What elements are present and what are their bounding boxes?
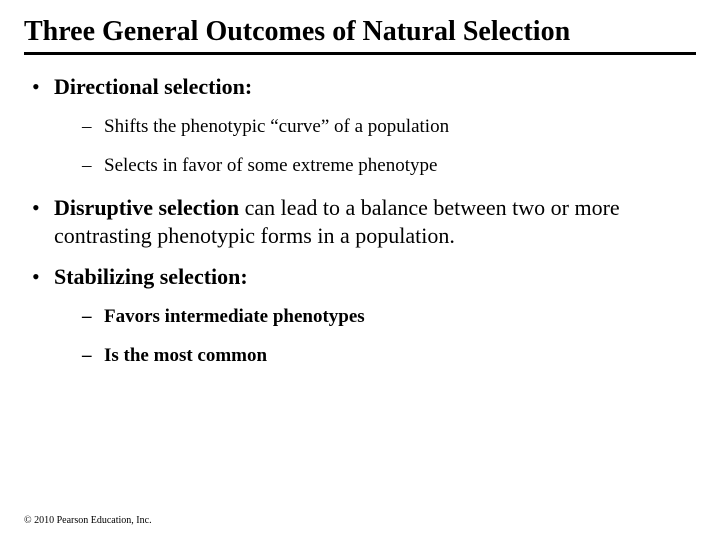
slide: Three General Outcomes of Natural Select… [0,0,720,540]
sub-favors-intermediate: Favors intermediate phenotypes [82,305,696,329]
bullet-list: Directional selection: Shifts the phenot… [24,73,696,368]
bullet-disruptive: Disruptive selection can lead to a balan… [32,194,696,249]
bullet-stabilizing: Stabilizing selection: Favors intermedia… [32,263,696,368]
sub-shifts-curve: Shifts the phenotypic “curve” of a popul… [82,115,696,139]
sublist-directional: Shifts the phenotypic “curve” of a popul… [54,115,696,179]
sub-most-common: Is the most common [82,344,696,368]
copyright-footer: © 2010 Pearson Education, Inc. [24,515,152,526]
bullet-disruptive-bold: Disruptive selection [54,195,239,220]
bullet-directional-label: Directional selection: [54,74,252,99]
bullet-directional: Directional selection: Shifts the phenot… [32,73,696,178]
sublist-stabilizing: Favors intermediate phenotypes Is the mo… [54,305,696,369]
slide-title: Three General Outcomes of Natural Select… [24,16,696,55]
bullet-stabilizing-label: Stabilizing selection: [54,264,248,289]
sub-selects-extreme: Selects in favor of some extreme phenoty… [82,154,696,178]
